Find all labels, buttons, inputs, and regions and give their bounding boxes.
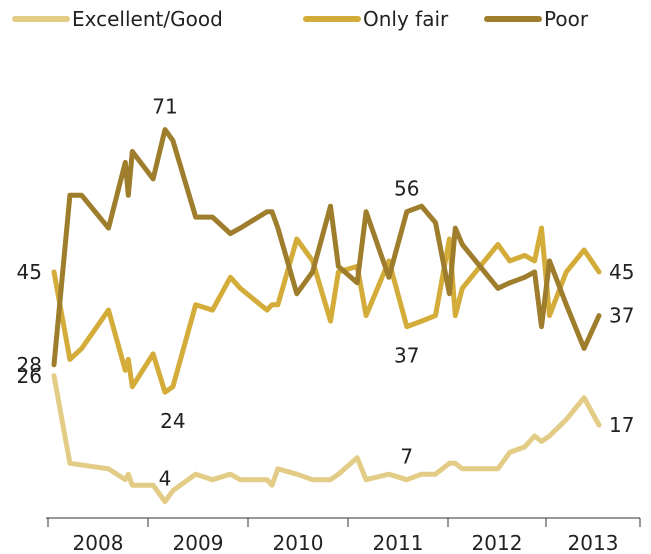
data-label-excellent-good-26: 26 <box>17 364 42 388</box>
data-label-excellent-good-4: 4 <box>159 467 172 491</box>
data-label-excellent-good-7: 7 <box>400 445 413 469</box>
x-tick-label-2011: 2011 <box>373 531 424 554</box>
legend-swatch-only-fair <box>303 16 361 22</box>
legend-label-poor: Poor <box>544 7 589 31</box>
chart-legend: Excellent/Good Only fair Poor <box>0 0 651 40</box>
legend-swatch-poor <box>484 16 542 22</box>
series-line-excellent-good <box>51 373 602 505</box>
series-line-only-fair <box>51 225 602 395</box>
legend-item-excellent-good: Excellent/Good <box>12 6 223 32</box>
legend-label-excellent-good: Excellent/Good <box>72 7 223 31</box>
data-label-poor-56: 56 <box>394 177 419 201</box>
legend-label-only-fair: Only fair <box>363 7 449 31</box>
data-label-excellent-good-17: 17 <box>609 413 634 437</box>
x-tick-label-2009: 2009 <box>173 531 224 554</box>
data-label-poor-28: 28 <box>17 353 42 377</box>
data-label-only-fair-45: 45 <box>609 260 634 284</box>
x-tick-label-2013: 2013 <box>568 531 619 554</box>
data-label-poor-37: 37 <box>609 304 634 328</box>
legend-swatch-excellent-good <box>12 16 70 22</box>
data-label-only-fair-45: 45 <box>17 260 42 284</box>
x-tick-label-2012: 2012 <box>472 531 523 554</box>
x-tick-label-2008: 2008 <box>73 531 124 554</box>
legend-item-poor: Poor <box>484 6 588 32</box>
data-label-only-fair-24: 24 <box>160 409 185 433</box>
legend-item-only-fair: Only fair <box>303 6 448 32</box>
data-label-poor-71: 71 <box>152 95 177 119</box>
series-line-poor <box>51 127 602 368</box>
x-tick-label-2010: 2010 <box>273 531 324 554</box>
data-label-only-fair-37: 37 <box>394 344 419 368</box>
